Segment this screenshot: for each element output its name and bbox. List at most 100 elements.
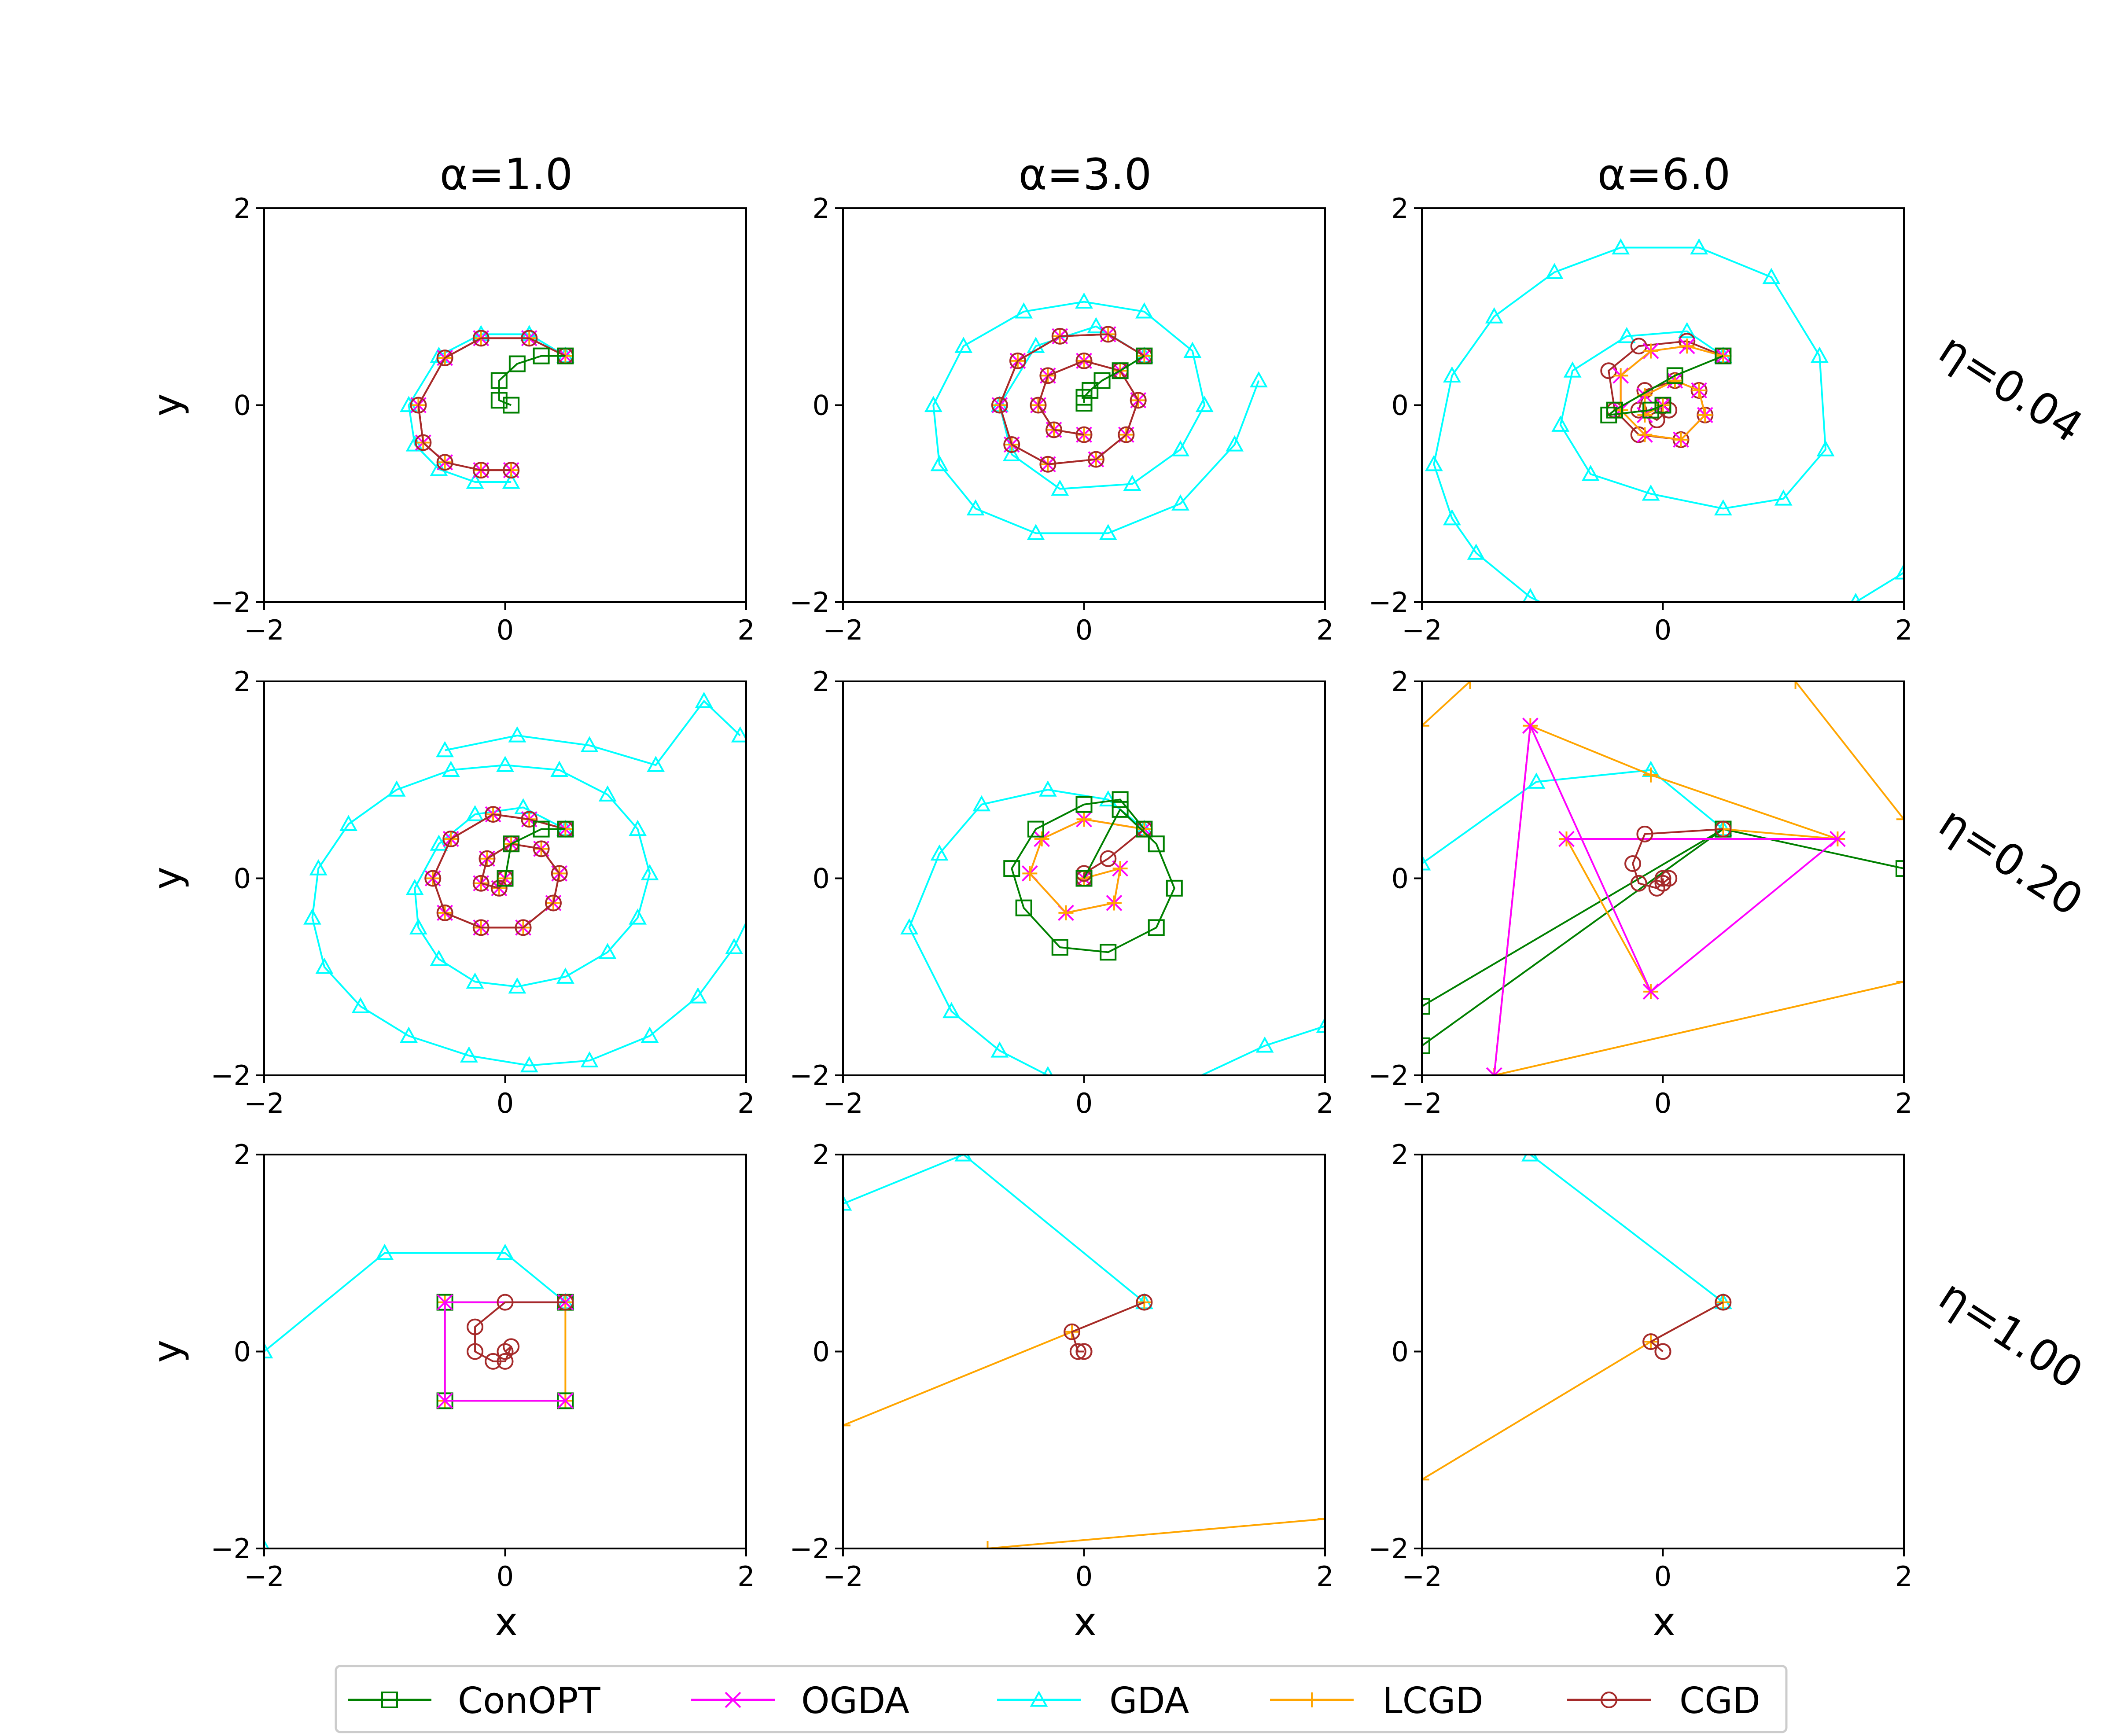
data-point-cgd [467,1343,484,1360]
data-point-cgd [1654,870,1671,887]
data-point-gda [1255,1036,1274,1053]
x-tick-label: 2 [1316,1560,1333,1593]
data-point-gda [1195,396,1214,412]
data-point-conopt [1075,870,1093,887]
data-point-gda [1521,1155,1539,1162]
y-tick-label: 2 [813,192,830,224]
legend-marker-lcgd [1304,1692,1319,1707]
data-point-gda [647,756,665,772]
data-point-cgd [436,349,453,367]
data-point-gda [1485,307,1503,324]
data-point-gda [508,726,526,743]
data-point-gda [1027,524,1045,540]
data-point-conopt [1136,820,1153,838]
data-point-gda [1816,440,1835,456]
data-point-gda [508,977,526,994]
data-point-conopt [1422,998,1430,1015]
x-tick-label: 0 [1654,1087,1671,1119]
series-line-lcgd [1493,725,1904,1075]
data-point-lcgd [1896,974,1904,989]
series-line-cgd [432,813,566,929]
panels: −2 0 2 −2 0 2 −2 0 2 −2 0 2 −2 0 2 −2 0 2 −2 0 2 −2 0 2 −2 0 2 −2 0 2… [211,192,1913,1593]
data-point-gda [924,396,942,412]
data-point-ogda [1642,983,1659,1000]
data-point-gda [466,805,484,821]
data-point-gda [1002,445,1021,461]
data-point-gda [1171,440,1189,456]
y-tick-label: 2 [1391,1139,1409,1171]
column-title-1: α=1.0 [440,150,573,200]
data-point-gda [1551,416,1570,432]
data-point-gda [496,756,514,772]
data-point-lcgd [1422,1472,1429,1487]
data-point-lcgd [1715,348,1731,364]
data-point-lcgd [1137,821,1152,837]
panel-r1-c2: −2 0 2 −2 0 2 [790,192,1334,646]
data-point-gda [972,795,991,812]
plot-area [1422,1155,1732,1487]
y-tick-label: −2 [1369,1533,1409,1565]
series-line-cgd [1632,828,1723,889]
y-tick-label: −2 [1369,586,1409,618]
data-point-gda [1443,366,1461,383]
series-line-cgd [417,337,566,471]
data-point-conopt [1027,820,1044,838]
data-point-lcgd [1034,831,1049,846]
data-point-conopt [1666,367,1683,384]
data-point-cgd [467,1318,484,1335]
series-line-lcgd [1795,681,1904,820]
data-point-cgd [1715,820,1732,838]
data-point-cgd [472,462,490,479]
y-tick-label: 0 [234,390,251,422]
data-point-cgd [497,1294,514,1311]
y-tick-label: −2 [1369,1059,1409,1092]
data-point-cgd [503,1338,520,1355]
data-point-cgd [436,904,453,921]
data-point-cgd [545,894,562,912]
data-point-gda [375,1243,394,1260]
data-point-lcgd [1058,905,1074,920]
data-point-gda [966,499,985,516]
y-tick-label: −2 [790,1059,830,1092]
data-point-gda [641,1026,659,1043]
x-tick-label: 0 [497,1560,514,1593]
column-title-3: α=6.0 [1598,150,1731,200]
series-line-cgd [998,333,1145,465]
data-point-gda [1467,544,1485,560]
panel-r3-c3: −2 0 2 −2 0 2 [1369,1139,1913,1593]
data-point-lcgd [1318,1511,1325,1526]
data-point-cgd [1069,1343,1086,1360]
x-tick-label: 2 [737,1560,755,1593]
data-point-lcgd [1679,338,1695,354]
series-line-gda [264,1252,566,1548]
data-point-conopt [1642,401,1660,419]
data-point-conopt [1075,796,1093,813]
data-point-cgd [485,1353,502,1370]
data-point-cgd [521,330,538,347]
data-point-conopt [533,820,550,838]
data-point-gda [1123,474,1141,491]
y-tick-label: 0 [813,1336,830,1368]
data-point-cgd [551,865,568,882]
data-point-cgd [1660,401,1678,419]
data-point-gda [409,918,427,934]
data-point-gda [1642,484,1660,501]
data-point-cgd [1654,875,1671,892]
data-point-cgd [497,1343,514,1360]
data-point-gda [695,691,713,708]
data-point-cgd [1003,436,1020,453]
y-tick-label: −2 [211,1059,251,1092]
x-tick-label: 2 [1316,1087,1333,1119]
data-point-lcgd [1462,681,1478,689]
data-point-cgd [1118,426,1135,443]
series-line-gda [1433,246,1904,602]
data-point-lcgd [1112,861,1128,876]
data-point-cgd [1030,397,1047,414]
y-tick-label: −2 [790,586,830,618]
data-point-conopt [1606,401,1623,419]
data-point-gda [1075,292,1093,309]
panel-r2-c2: −2 0 2 −2 0 2 [790,666,1334,1119]
plot-area [400,325,574,489]
